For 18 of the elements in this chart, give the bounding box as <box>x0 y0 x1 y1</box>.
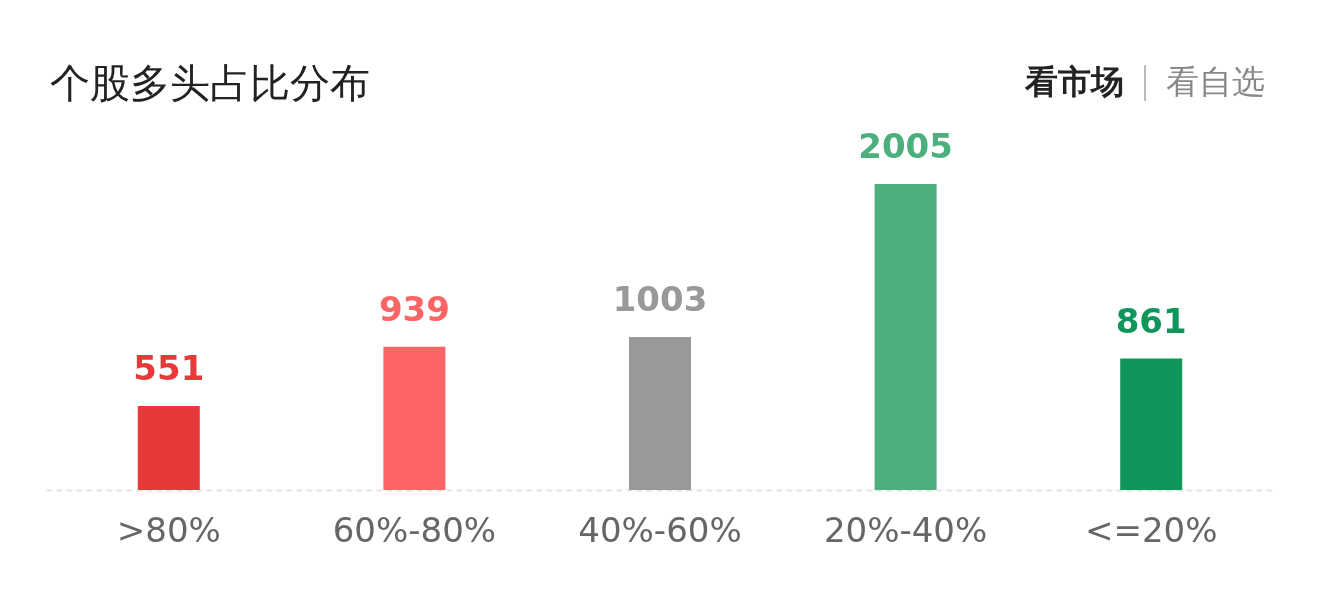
chart-title: 个股多头占比分布 <box>50 59 370 108</box>
bar <box>383 346 446 490</box>
data-label: 551 <box>133 347 205 388</box>
text: 看自选 <box>1166 61 1265 103</box>
x-tick-label: 20%-40% <box>823 509 988 550</box>
x-tick-label: <=20% <box>1084 509 1218 550</box>
data-label: 1003 <box>612 278 708 319</box>
bar <box>629 336 691 490</box>
bar <box>137 405 200 490</box>
x-tick-label: 40%-60% <box>578 509 742 550</box>
bar <box>1120 358 1183 490</box>
x-tick-label: >80% <box>116 509 221 550</box>
data-label: 939 <box>378 288 450 329</box>
x-tick-label: 60%-80% <box>332 509 497 550</box>
data-label: 861 <box>1115 300 1187 341</box>
text: 看市场 <box>1025 61 1124 103</box>
data-label: 2005 <box>858 126 953 166</box>
bar <box>874 184 937 490</box>
